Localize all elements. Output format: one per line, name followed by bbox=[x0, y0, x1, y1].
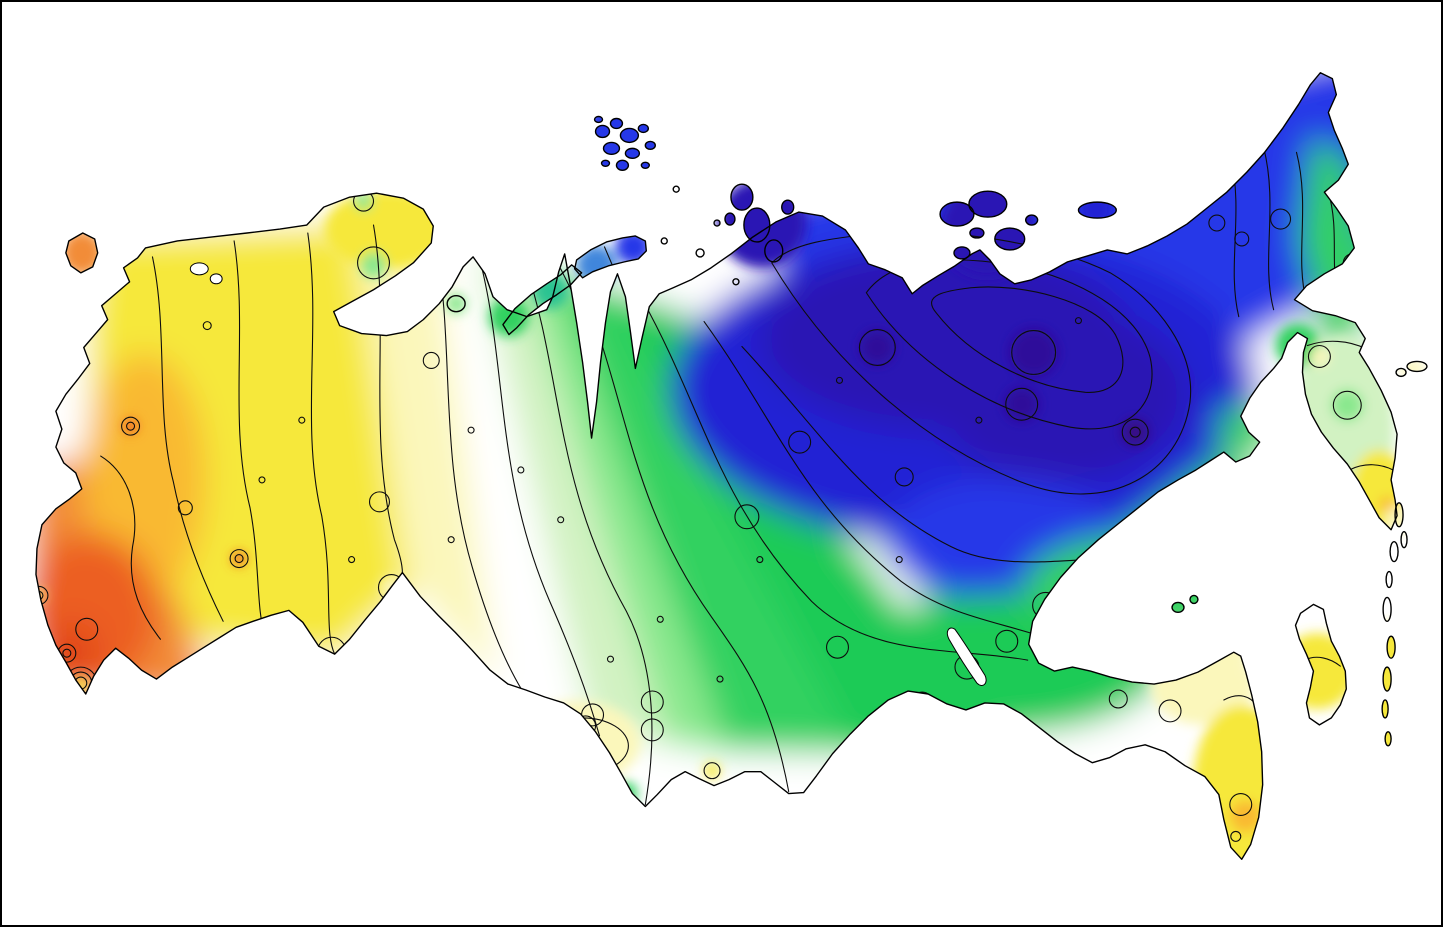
lake-onega bbox=[209, 273, 223, 285]
lake-baikal bbox=[946, 627, 987, 686]
isotherm-line bbox=[524, 263, 653, 806]
isotherm-ring bbox=[1005, 387, 1039, 421]
isotherm-ring bbox=[1270, 208, 1292, 230]
novaya-zemlya-south bbox=[502, 264, 583, 336]
isotherm-ring bbox=[202, 321, 212, 331]
lakes bbox=[189, 262, 987, 686]
isotherm-ring bbox=[544, 734, 570, 760]
isotherm-ring bbox=[1332, 390, 1362, 420]
isotherm-ring bbox=[62, 648, 72, 658]
isotherm-ring bbox=[656, 615, 664, 623]
kara-sea-islands bbox=[660, 185, 740, 286]
isotherm-ring bbox=[1120, 546, 1148, 574]
isotherm-line bbox=[307, 232, 336, 655]
isotherm-ring bbox=[995, 629, 1019, 653]
isotherm-line bbox=[865, 259, 1153, 430]
isotherm-ring bbox=[1342, 253, 1362, 273]
isotherm-ring bbox=[422, 351, 440, 369]
isotherm-ring bbox=[348, 556, 356, 564]
isotherm-ring bbox=[640, 690, 664, 714]
isotherm-ring bbox=[1230, 830, 1242, 842]
isotherm-ring bbox=[126, 421, 136, 431]
isotherm-ring bbox=[1307, 344, 1331, 368]
isotherm-ring bbox=[606, 655, 615, 663]
shantar-islands bbox=[1171, 594, 1199, 614]
novaya-zemlya-north bbox=[573, 235, 648, 279]
isotherm-ring bbox=[447, 536, 455, 544]
commander-islands bbox=[1395, 360, 1428, 378]
isotherm-ring bbox=[258, 476, 266, 484]
kuril-islands bbox=[1381, 502, 1408, 747]
isotherm-line bbox=[434, 242, 523, 691]
isotherm-line bbox=[477, 252, 601, 737]
kaliningrad-exclave bbox=[65, 232, 99, 274]
franz-josef-land bbox=[593, 115, 656, 171]
wrangel-island bbox=[1077, 201, 1117, 219]
isotherm-ring bbox=[1121, 418, 1149, 446]
severnaya-zemlya bbox=[724, 183, 795, 263]
isotherm-line bbox=[1348, 464, 1394, 471]
isotherm-ring bbox=[894, 467, 914, 487]
isotherm-line bbox=[641, 299, 1029, 661]
isotherm-ring bbox=[975, 416, 983, 424]
isotherm-ring bbox=[1158, 699, 1182, 723]
isotherm-ring bbox=[75, 617, 99, 641]
isotherm-ring bbox=[895, 556, 903, 564]
isotherm-contours bbox=[35, 146, 1394, 842]
isotherm-ring bbox=[229, 549, 249, 569]
isotherm-line bbox=[577, 279, 790, 793]
isotherm-ring bbox=[1011, 330, 1057, 375]
isotherm-line bbox=[1295, 151, 1308, 303]
isotherm-ring bbox=[298, 416, 306, 424]
new-siberian-islands bbox=[939, 190, 1039, 260]
isotherm-line bbox=[931, 286, 1124, 393]
isotherm-ring bbox=[835, 376, 844, 384]
isotherm-ring bbox=[640, 718, 664, 742]
isotherm-ring bbox=[825, 635, 849, 659]
isotherm-ring bbox=[1238, 582, 1252, 596]
isotherm-ring bbox=[1129, 426, 1141, 438]
coastlines bbox=[35, 71, 1428, 860]
isotherm-ring bbox=[517, 466, 525, 474]
kolguyev-island bbox=[446, 295, 466, 313]
isotherm-ring bbox=[1074, 317, 1082, 325]
sakhalin-island bbox=[1294, 603, 1347, 726]
mainland-russia bbox=[35, 71, 1398, 860]
isotherm-ring bbox=[368, 491, 390, 513]
isotherm-ring bbox=[788, 430, 812, 454]
isotherm-ring bbox=[716, 675, 724, 683]
isotherm-ring bbox=[1232, 576, 1258, 602]
lake-ladoga bbox=[189, 262, 209, 276]
isotherm-ring bbox=[1208, 214, 1226, 232]
isotherm-line bbox=[233, 240, 266, 636]
isotherm-line bbox=[151, 256, 224, 622]
isotherm-ring bbox=[1108, 689, 1128, 709]
isotherm-ring bbox=[557, 516, 565, 524]
isotherm-line bbox=[703, 321, 1089, 656]
isotherm-ring bbox=[756, 556, 764, 564]
isotherm-ring bbox=[467, 426, 475, 434]
isotherm-ring bbox=[1229, 793, 1253, 817]
isotherm-ring bbox=[703, 762, 721, 780]
isotherm-line bbox=[1263, 146, 1275, 311]
isotherm-ring bbox=[734, 504, 760, 530]
isotherm-line bbox=[100, 455, 161, 640]
isotherm-ring bbox=[1234, 231, 1250, 247]
isotherm-ring bbox=[357, 246, 390, 280]
isotherm-ring bbox=[177, 500, 193, 516]
isotherm-ring bbox=[234, 554, 244, 564]
isotherm-ring bbox=[121, 416, 141, 436]
isotherm-ring bbox=[858, 329, 896, 366]
